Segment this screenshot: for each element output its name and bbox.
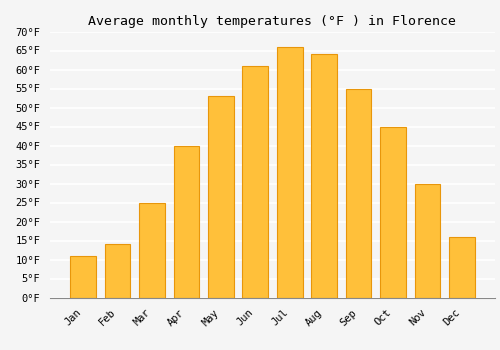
Bar: [311, 54, 337, 298]
Bar: [104, 244, 130, 298]
Bar: [208, 96, 234, 298]
Bar: [242, 66, 268, 297]
Bar: [277, 47, 302, 298]
Bar: [70, 256, 96, 298]
Bar: [346, 89, 372, 298]
Title: Average monthly temperatures (°F ) in Florence: Average monthly temperatures (°F ) in Fl…: [88, 15, 456, 28]
Bar: [139, 203, 165, 298]
Bar: [414, 183, 440, 298]
Bar: [449, 237, 475, 298]
Bar: [174, 146, 200, 298]
Bar: [380, 126, 406, 298]
